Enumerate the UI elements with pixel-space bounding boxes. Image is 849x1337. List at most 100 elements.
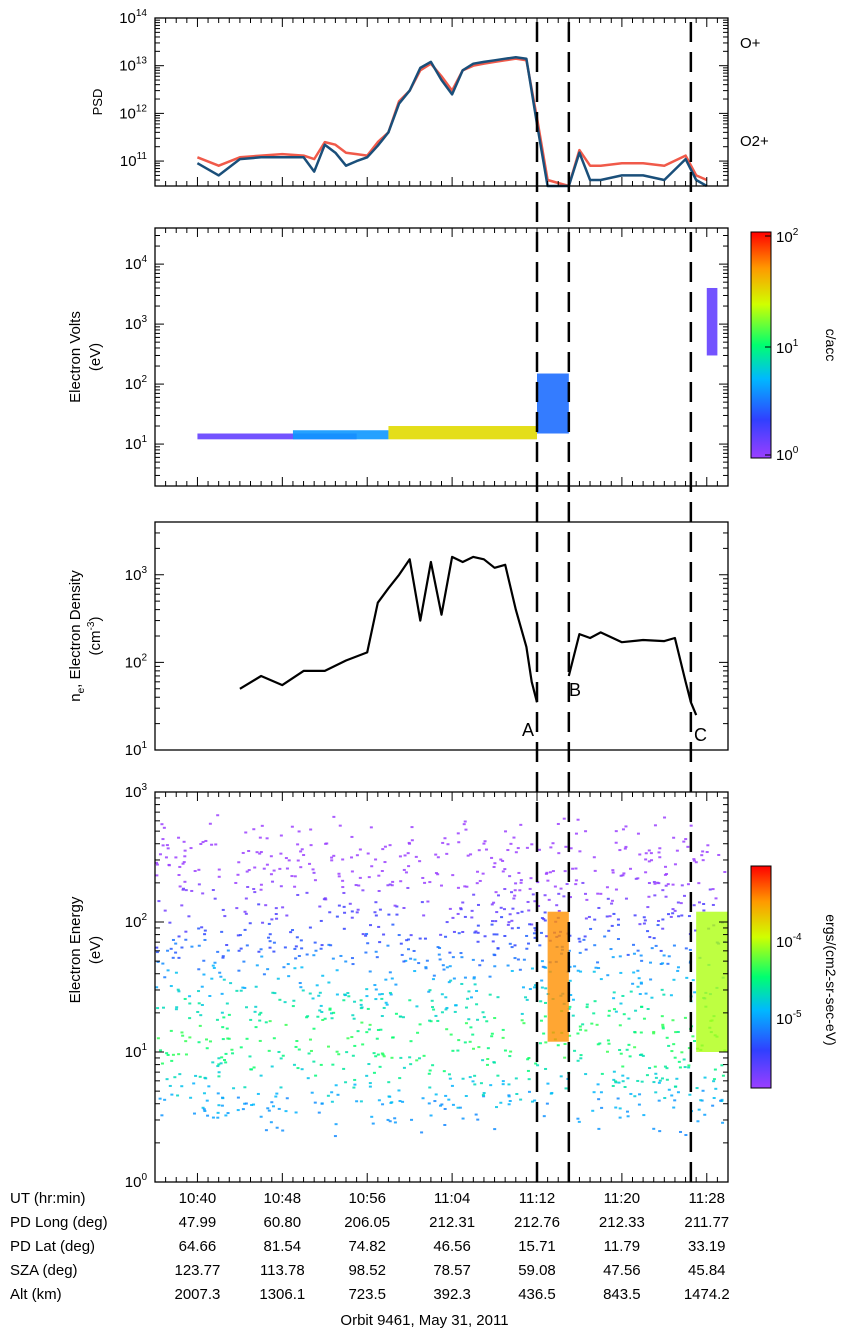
spectrogram-pixel: [197, 1041, 201, 1044]
spectrogram-pixel: [285, 1097, 289, 1100]
spectrogram-pixel: [714, 1087, 718, 1090]
spectrogram-pixel: [265, 863, 269, 866]
spectrogram-pixel: [551, 842, 555, 845]
spectrogram-pixel: [202, 1108, 206, 1111]
spectrogram-pixel: [569, 994, 573, 997]
spectrogram-pixel: [165, 1078, 169, 1081]
spectrogram-pixel: [660, 1077, 664, 1080]
spectrogram-pixel: [348, 902, 352, 905]
spectrogram-pixel: [556, 822, 560, 825]
spectrogram-pixel: [605, 915, 609, 918]
spectrogram-pixel: [271, 1105, 275, 1108]
spectrogram-pixel: [557, 909, 561, 912]
spectrogram-pixel: [682, 894, 686, 897]
spectrogram-pixel: [578, 1025, 582, 1028]
spectrogram-pixel: [292, 1063, 296, 1066]
spectrogram-pixel: [406, 852, 410, 855]
spectrogram-pixel: [211, 889, 215, 892]
spectrogram-pixel: [155, 861, 159, 864]
spectrogram-pixel: [335, 969, 339, 972]
electron-energy-ylabel-line2: (eV): [87, 936, 104, 964]
spectrogram-pixel: [564, 845, 568, 848]
spectrogram-pixel: [399, 942, 403, 945]
spectrogram-pixel: [254, 1026, 258, 1029]
spectrogram-pixel: [625, 1110, 629, 1113]
spectrogram-pixel: [519, 879, 523, 882]
spectrogram-pixel: [540, 960, 544, 963]
spectrogram-pixel: [628, 867, 632, 870]
spectrogram-pixel: [296, 843, 300, 846]
spectrogram-pixel: [237, 969, 241, 972]
spectrogram-pixel: [456, 1106, 460, 1109]
spectrogram-pixel: [423, 937, 427, 940]
spectrogram-pixel: [269, 1121, 273, 1124]
spectrogram-pixel: [162, 826, 166, 829]
spectrogram-pixel: [642, 922, 646, 925]
electron-volts-tick-label: 103: [125, 314, 148, 333]
spectrogram-pixel: [441, 964, 445, 967]
spectrogram-pixel: [244, 831, 248, 834]
spectrogram-pixel: [236, 1096, 240, 1099]
spectrogram-pixel: [471, 958, 475, 961]
spectrogram-pixel: [247, 869, 251, 872]
spectrogram-pixel: [663, 1065, 667, 1068]
spectrogram-pixel: [374, 1055, 378, 1058]
ephemeris-cell: 46.56: [433, 1238, 471, 1255]
spectrogram-pixel: [562, 895, 566, 898]
spectrogram-pixel: [388, 883, 392, 886]
spectrogram-pixel: [540, 986, 544, 989]
spectrogram-pixel: [365, 988, 369, 991]
spectrogram-pixel: [160, 1114, 164, 1117]
spectrogram-pixel: [216, 814, 220, 817]
spectrogram-pixel: [470, 909, 474, 912]
spectrogram-pixel: [469, 996, 473, 999]
spectrogram-pixel: [612, 997, 616, 1000]
spectrogram-pixel: [248, 1055, 252, 1058]
spectrogram-pixel: [692, 1040, 696, 1043]
spectrogram-pixel: [330, 1017, 334, 1020]
spectrogram-pixel: [657, 1081, 661, 1084]
spectrogram-pixel: [510, 927, 514, 930]
spectrogram-pixel: [688, 948, 692, 951]
spectrogram-pixel: [216, 1092, 220, 1095]
spectrogram-pixel: [330, 1100, 334, 1103]
spectrogram-pixel: [211, 1061, 215, 1064]
spectrogram-pixel: [708, 888, 712, 891]
spectrogram-pixel: [624, 897, 628, 900]
spectrogram-pixel: [343, 911, 347, 914]
spectrogram-pixel: [387, 1081, 391, 1084]
spectrogram-pixel: [418, 937, 422, 940]
spectrogram-pixel: [638, 923, 642, 926]
spectrogram-pixel: [220, 930, 224, 933]
spectrogram-pixel: [178, 885, 182, 888]
spectrogram-pixel: [629, 1092, 633, 1095]
spectrogram-pixel: [677, 915, 681, 918]
spectrogram-pixel: [525, 947, 529, 950]
spectrogram-pixel: [712, 1078, 716, 1081]
spectrogram-pixel: [442, 1070, 446, 1073]
spectrogram-pixel: [275, 917, 279, 920]
spectrogram-pixel: [649, 852, 653, 855]
spectrogram-pixel: [662, 993, 666, 996]
spectrogram-pixel: [365, 995, 369, 998]
spectrogram-pixel: [322, 898, 326, 901]
electron-energy-panel: 100 101 102 103 Electron Energy (eV) 10-5 1…: [67, 782, 839, 1191]
spectrogram-pixel: [294, 1045, 298, 1048]
spectrogram-pixel: [559, 887, 563, 890]
spectrogram-pixel: [271, 880, 275, 883]
ephemeris-cell: 11:28: [688, 1190, 725, 1207]
spectrogram-pixel: [171, 1053, 175, 1056]
spectrogram-pixel: [223, 915, 227, 918]
spectrogram-pixel: [522, 1022, 526, 1025]
spectrogram-pixel: [521, 986, 525, 989]
spectrogram-pixel: [591, 1109, 595, 1112]
ephemeris-cell: 11:04: [433, 1190, 471, 1207]
spectrogram-pixel: [661, 1023, 665, 1026]
ephemeris-cell: 59.08: [518, 1262, 556, 1279]
spectrogram-pixel: [594, 966, 598, 969]
spectrogram-pixel: [309, 844, 313, 847]
spectrogram-pixel: [657, 1099, 661, 1102]
spectrogram-pixel: [473, 1074, 477, 1077]
spectrogram-pixel: [573, 965, 577, 968]
spectrogram-pixel: [272, 941, 276, 944]
